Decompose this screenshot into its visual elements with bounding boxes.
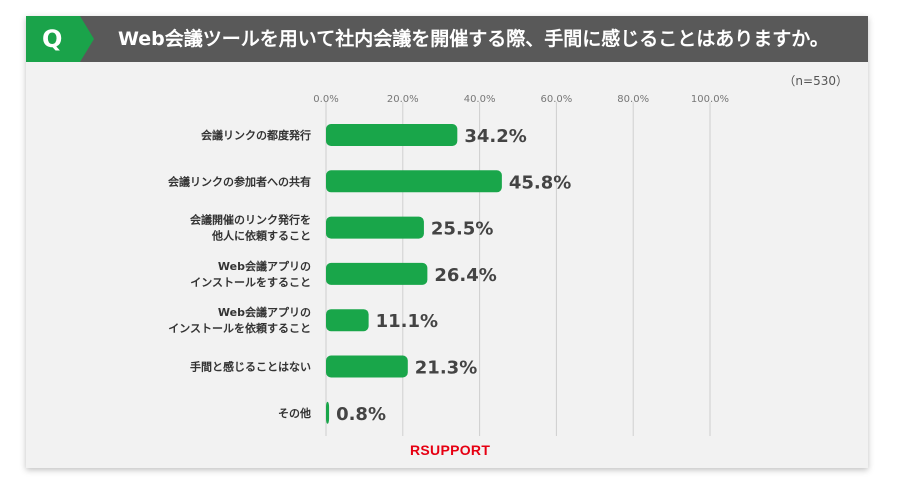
category-label: Web会議アプリの [218, 305, 311, 319]
x-tick-label: 40.0% [464, 94, 496, 105]
rsupport-logo: RSUPPORT [410, 442, 490, 458]
category-label: 手間と感じることはない [190, 360, 311, 374]
bar-chart: 0.0% 20.0% 40.0% 60.0% 80.0% 100.0% 34.2% 会議リンク… [168, 94, 729, 436]
category-label: 会議リンクの参加者への共有 [168, 174, 311, 188]
question-title: Web会議ツールを用いて社内会議を開催する際、手間に感じることはありますか。 [118, 28, 829, 50]
bar [326, 355, 408, 378]
x-tick-label: 100.0% [691, 94, 729, 105]
category-label: インストールをすること [190, 276, 311, 289]
question-badge: Q [26, 16, 94, 62]
category-label: その他 [278, 406, 311, 420]
data-label: 25.5% [431, 219, 493, 240]
bar [326, 170, 502, 193]
category-label: 他人に依頼すること [211, 229, 311, 243]
question-header: Q Web会議ツールを用いて社内会議を開催する際、手間に感じることはありますか。 [26, 16, 868, 62]
category-label: Web会議アプリの [218, 259, 311, 273]
data-label: 21.3% [415, 358, 477, 379]
x-tick-label: 60.0% [541, 94, 573, 105]
bar [326, 401, 330, 424]
data-label: 26.4% [434, 265, 496, 286]
x-tick-label: 20.0% [387, 94, 419, 105]
bar [326, 216, 424, 239]
category-label: 会議開催のリンク発行を [190, 213, 311, 227]
category-label: インストールを依頼すること [168, 321, 311, 335]
x-tick-label: 0.0% [313, 94, 338, 105]
bar [326, 262, 428, 285]
bar [326, 309, 369, 332]
x-tick-label: 80.0% [617, 94, 649, 105]
bar [326, 124, 458, 146]
data-label: 11.1% [376, 311, 438, 332]
sample-size: （n=530） [783, 74, 848, 88]
category-label: 会議リンクの都度発行 [201, 128, 311, 142]
chart-card: Q Web会議ツールを用いて社内会議を開催する際、手間に感じることはありますか。… [26, 16, 868, 468]
data-label: 0.8% [336, 404, 386, 425]
data-label: 45.8% [509, 172, 571, 193]
logo-text: RSUPPORT [410, 442, 491, 458]
data-label: 34.2% [464, 126, 526, 147]
